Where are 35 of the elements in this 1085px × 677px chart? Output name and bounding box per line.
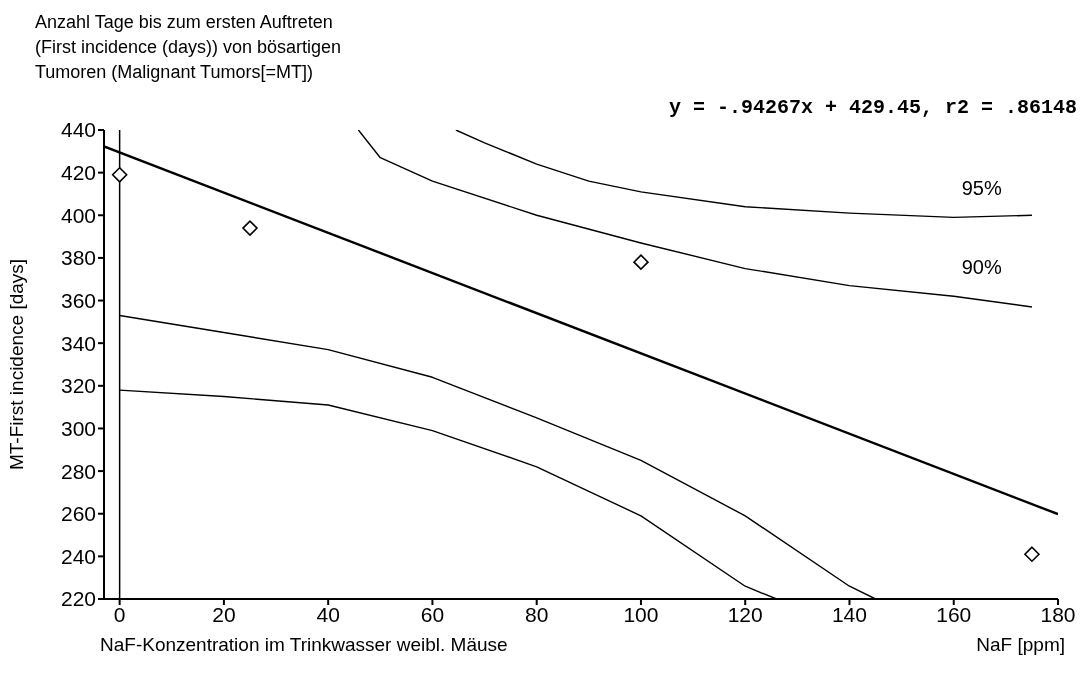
text: y = -.94267x + 429.45, r2 = .86148 [668,96,1077,119]
x-tick-label: 120 [727,602,763,626]
x-tick-label: 60 [420,602,445,626]
x-tick-label: 140 [831,602,867,626]
point [111,166,128,183]
x-tick-label: 160 [936,602,972,626]
chart-title: Anzahl Tage bis zum ersten Auftreten (First incidence (days)) von bösartigen Tumoren (Malignant Tumors[=MT]) [35,11,342,84]
y-tick-label: 360 [60,289,96,312]
y-tick-label: 240 [60,544,96,568]
x-tick-label: 40 [316,602,340,626]
y-tick-label: 340 [60,331,96,355]
y-tick-label: 320 [60,374,96,398]
y-tick-label: 260 [60,502,96,526]
x-tick-label: 100 [623,602,659,626]
y-axis-title: MT-First incidence [days] [5,258,27,471]
y-tick-label: 300 [60,416,96,440]
x-tick-label: 180 [1040,602,1076,626]
x-tick-label: 80 [525,602,549,626]
y-tick-label: 380 [60,246,96,270]
y-tick-label: 440 [60,118,96,142]
y-tick-label: 220 [60,587,96,611]
x-tick-label: 20 [212,602,236,626]
y-tick-label: 420 [60,161,96,185]
line-series [357,130,1033,308]
point [242,220,258,236]
y-tick-label: 280 [60,459,96,483]
x-tick-label: 0 [113,602,126,626]
text: NaF [ppm] [976,634,1065,656]
line-series [455,130,1033,219]
y-tick-label: 400 [60,203,96,227]
series-label: 90% [961,256,1002,279]
x-axis-title: NaF-Konzentration im Trinkwasser weibl. Mäuse [100,634,508,656]
point [1024,546,1040,563]
series-label: 95% [961,177,1002,200]
point [633,254,649,270]
